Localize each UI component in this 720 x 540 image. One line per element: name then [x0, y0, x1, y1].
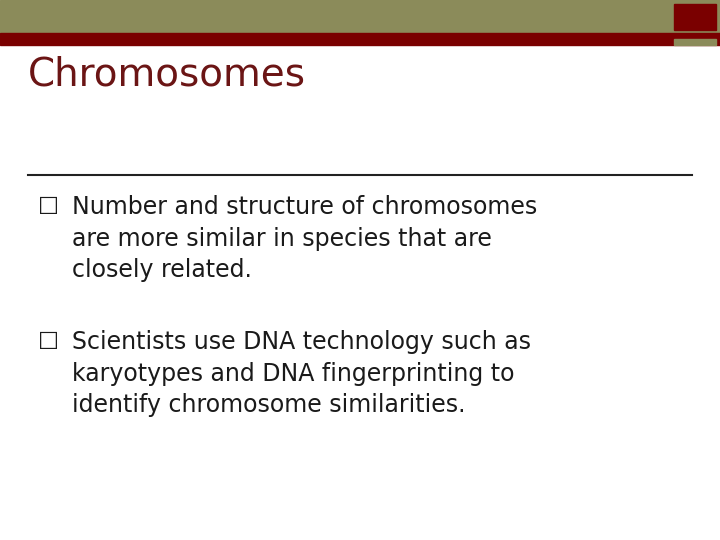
Bar — [674, 4, 716, 30]
Bar — [674, 39, 716, 45]
Text: Chromosomes: Chromosomes — [28, 56, 306, 93]
Text: Scientists use DNA technology such as
karyotypes and DNA fingerprinting to
ident: Scientists use DNA technology such as ka… — [72, 330, 531, 417]
Text: Number and structure of chromosomes
are more similar in species that are
closely: Number and structure of chromosomes are … — [72, 195, 537, 282]
Text: □: □ — [38, 195, 59, 215]
Bar — [0, 0, 720, 33]
Text: □: □ — [38, 330, 59, 350]
Bar — [0, 33, 720, 45]
